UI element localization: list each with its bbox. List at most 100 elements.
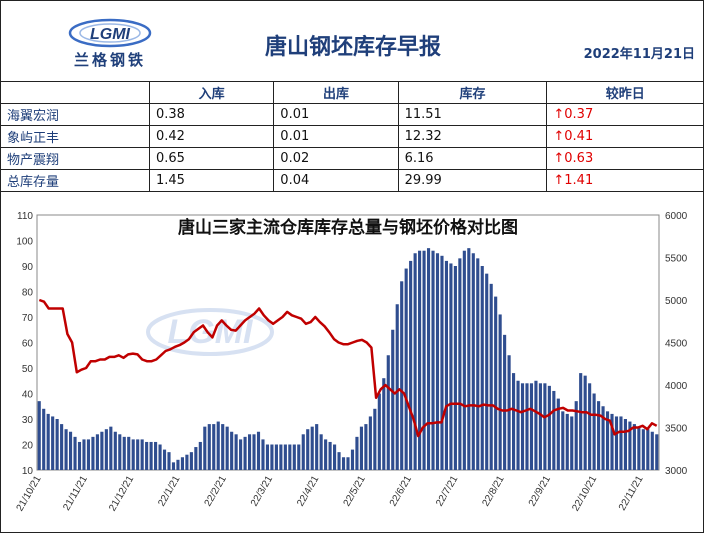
inventory-bar — [91, 436, 95, 470]
inventory-bar — [418, 250, 422, 470]
outbound-value: 0.01 — [273, 103, 399, 126]
column-header-out: 出库 — [273, 81, 399, 104]
inventory-bar — [149, 441, 153, 470]
inventory-bar — [543, 383, 547, 470]
billet-price-line — [38, 298, 658, 438]
inventory-bar — [391, 329, 395, 470]
inventory-bar — [167, 452, 171, 470]
inventory-bar — [51, 416, 55, 470]
y-right-tick-label: 4500 — [665, 339, 688, 350]
inventory-bar — [194, 447, 198, 470]
y-right-tick-label: 5000 — [665, 296, 688, 307]
inventory-bar — [498, 314, 502, 470]
inventory-bar — [355, 436, 359, 470]
stock-value: 6.16 — [397, 147, 548, 170]
inventory-bar — [520, 383, 525, 470]
inventory-bar — [333, 444, 337, 470]
inventory-bar — [60, 424, 64, 470]
x-tick-label: 21/11/21 — [61, 474, 90, 513]
inventory-bar — [552, 390, 556, 470]
y-left-tick-label: 10 — [22, 466, 34, 477]
inventory-bar — [377, 393, 381, 470]
table-row: 象屿正丰 0.42 0.01 12.32 ↑0.41 — [0, 125, 704, 148]
x-tick-label: 22/11/21 — [617, 474, 646, 513]
inventory-bar — [180, 457, 184, 470]
inventory-bar — [324, 439, 328, 470]
inventory-bar — [328, 441, 332, 470]
column-header-name — [0, 81, 150, 104]
table-row: 总库存量 1.45 0.04 29.99 ↑1.41 — [0, 169, 704, 192]
change-value: ↑1.41 — [546, 169, 704, 192]
y-left-tick-label: 110 — [17, 211, 33, 222]
inventory-bar — [431, 250, 435, 470]
inventory-bar — [77, 441, 82, 470]
inventory-bar — [364, 424, 368, 470]
x-tick-label: 22/7/21 — [434, 474, 460, 509]
y-right-tick-label: 6000 — [665, 211, 688, 222]
change-value: ↑0.63 — [546, 147, 704, 170]
y-left-tick-label: 70 — [22, 313, 34, 324]
inventory-bar — [100, 431, 104, 470]
y-right-tick-label: 4000 — [665, 381, 688, 392]
inventory-bar — [158, 444, 162, 470]
inventory-bar — [614, 416, 619, 470]
stock-value: 29.99 — [397, 169, 548, 192]
inventory-bar — [82, 439, 86, 470]
inventory-bar — [538, 383, 542, 470]
inventory-bar — [216, 421, 220, 470]
report-header: LGMI 兰格钢铁 唐山钢坯库存早报 2022年11月21日 — [1, 1, 703, 82]
inventory-bar — [109, 426, 113, 470]
inventory-bar — [189, 452, 193, 470]
column-header-change: 较昨日 — [546, 81, 704, 104]
logo-chinese: 兰格钢铁 — [74, 51, 146, 69]
x-tick-label: 22/4/21 — [295, 474, 321, 509]
inventory-bar — [561, 411, 565, 470]
y-left-tick-label: 90 — [22, 262, 34, 273]
stock-value: 12.32 — [397, 125, 548, 148]
watermark-ring — [146, 308, 274, 356]
inventory-bar — [131, 439, 135, 470]
x-tick-label: 21/12/21 — [107, 474, 136, 514]
inventory-bar — [516, 380, 520, 470]
outbound-value: 0.01 — [273, 125, 399, 148]
y-right-tick-label: 3500 — [665, 424, 688, 435]
x-tick-label: 22/2/21 — [203, 474, 229, 509]
inventory-bar — [440, 255, 444, 470]
inventory-bar — [619, 416, 623, 470]
inventory-bar — [154, 441, 158, 470]
inventory-bar — [221, 424, 225, 470]
inventory-table: 入库 出库 库存 较昨日 海翼宏润 0.38 0.01 11.51 ↑0.37 … — [0, 81, 704, 192]
inventory-bar — [489, 283, 493, 470]
inventory-bar — [435, 253, 440, 470]
inventory-bar — [368, 416, 372, 470]
inventory-bar — [73, 436, 77, 470]
inventory-bar — [176, 459, 180, 470]
inventory-bar — [319, 434, 323, 470]
inventory-bar — [503, 334, 507, 470]
inventory-bar — [265, 444, 270, 470]
inventory-bar — [136, 439, 140, 470]
inventory-bar — [274, 444, 278, 470]
inventory-bar — [252, 434, 256, 470]
inventory-bar — [301, 434, 305, 470]
inventory-bar — [632, 424, 636, 470]
inventory-bar — [162, 449, 167, 470]
y-left-tick-label: 20 — [22, 441, 34, 452]
x-tick-label: 22/9/21 — [527, 474, 553, 509]
inventory-bar — [203, 426, 207, 470]
y-left-tick-label: 60 — [22, 339, 34, 350]
inventory-bar — [444, 260, 449, 470]
inventory-bar — [256, 431, 261, 470]
inbound-value: 0.65 — [148, 147, 275, 170]
inventory-bar — [86, 439, 91, 470]
inventory-bar — [122, 436, 126, 470]
inventory-bar — [46, 413, 50, 470]
table-row: 物产震翔 0.65 0.02 6.16 ↑0.63 — [0, 147, 704, 170]
column-header-in: 入库 — [148, 81, 275, 104]
x-tick-label: 22/3/21 — [249, 474, 275, 509]
inventory-bar — [507, 355, 511, 470]
inventory-bar — [306, 429, 310, 470]
inventory-bar — [485, 273, 489, 470]
change-value: ↑0.37 — [546, 103, 704, 126]
inventory-bar — [556, 398, 560, 470]
